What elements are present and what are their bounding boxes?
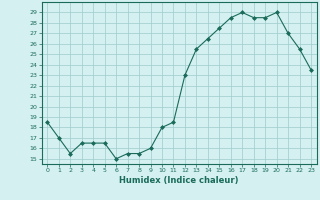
X-axis label: Humidex (Indice chaleur): Humidex (Indice chaleur) bbox=[119, 176, 239, 185]
